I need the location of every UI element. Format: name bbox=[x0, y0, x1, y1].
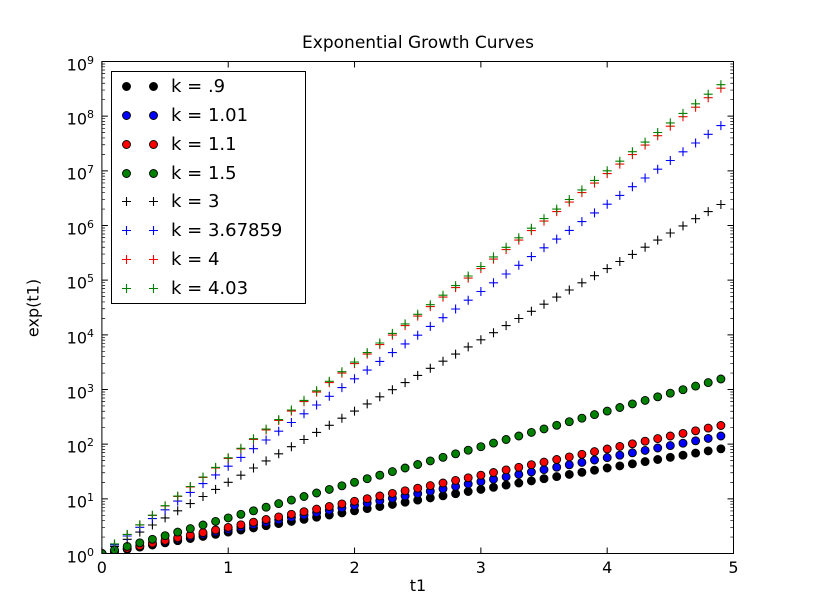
x-tick-label: 1 bbox=[223, 558, 234, 577]
x-tick-label: 2 bbox=[349, 558, 360, 577]
x-tick-label: 5 bbox=[728, 558, 739, 577]
axes-frame bbox=[101, 61, 734, 554]
y-tick-label: 109 bbox=[66, 53, 94, 74]
y-tick-label: 100 bbox=[66, 545, 94, 566]
y-tick-label: 104 bbox=[66, 326, 94, 348]
legend-marker-plus bbox=[121, 225, 132, 236]
legend-marker-plus bbox=[121, 196, 132, 207]
legend-marker-circle bbox=[148, 168, 159, 179]
y-tick-label: 107 bbox=[66, 162, 94, 184]
legend-label: k = 1.5 bbox=[171, 162, 237, 184]
y-tick-label: 108 bbox=[66, 108, 94, 129]
legend-marker-plus bbox=[148, 254, 159, 265]
legend-marker-plus bbox=[121, 283, 132, 294]
legend-marker-plus bbox=[148, 196, 159, 207]
legend-marker-plus bbox=[148, 225, 159, 236]
legend-label: k = 4 bbox=[171, 248, 220, 270]
legend: k = .9 k = 1.01 k = 1.1 k = 1.5 k = 3 k … bbox=[111, 71, 306, 304]
y-tick-label: 105 bbox=[66, 272, 94, 293]
legend-marker-circle bbox=[121, 139, 132, 150]
x-tick-label: 4 bbox=[602, 558, 613, 577]
legend-marker-circle bbox=[121, 168, 132, 179]
legend-row: k = 3 bbox=[112, 188, 305, 217]
legend-row: k = .9 bbox=[112, 72, 305, 101]
legend-row: k = 3.67859 bbox=[112, 216, 305, 245]
legend-label: k = 4.03 bbox=[171, 277, 249, 299]
legend-marker-plus bbox=[121, 254, 132, 265]
legend-row: k = 1.1 bbox=[112, 130, 305, 159]
legend-label: k = .9 bbox=[171, 76, 226, 98]
legend-marker-circle bbox=[148, 110, 159, 121]
y-tick-label: 102 bbox=[66, 436, 94, 457]
y-tick-label: 106 bbox=[66, 217, 94, 238]
legend-marker-plus bbox=[148, 283, 159, 294]
legend-row: k = 1.01 bbox=[112, 101, 305, 130]
legend-marker-circle bbox=[148, 139, 159, 150]
y-tick-label: 103 bbox=[66, 381, 94, 402]
series-7 bbox=[101, 80, 726, 554]
legend-marker-circle bbox=[121, 110, 132, 121]
legend-marker-circle bbox=[121, 81, 132, 92]
legend-row: k = 4 bbox=[112, 245, 305, 274]
legend-label: k = 3.67859 bbox=[171, 220, 283, 242]
legend-label: k = 3 bbox=[171, 191, 220, 213]
legend-row: k = 4.03 bbox=[112, 274, 305, 303]
minor-ticks bbox=[101, 63, 734, 538]
legend-label: k = 1.1 bbox=[171, 133, 237, 155]
series-2 bbox=[101, 421, 726, 554]
y-tick-label: 101 bbox=[66, 490, 94, 512]
y-axis-label: exp(t1) bbox=[23, 278, 43, 338]
chart-title: Exponential Growth Curves bbox=[302, 33, 534, 53]
legend-marker-circle bbox=[148, 81, 159, 92]
series-4 bbox=[101, 200, 726, 554]
series-3 bbox=[101, 374, 726, 554]
x-tick-label: 3 bbox=[475, 558, 486, 577]
x-axis-label: t1 bbox=[409, 576, 427, 595]
legend-row: k = 1.5 bbox=[112, 159, 305, 188]
x-tick-label: 0 bbox=[96, 558, 107, 577]
legend-label: k = 1.01 bbox=[171, 105, 249, 126]
